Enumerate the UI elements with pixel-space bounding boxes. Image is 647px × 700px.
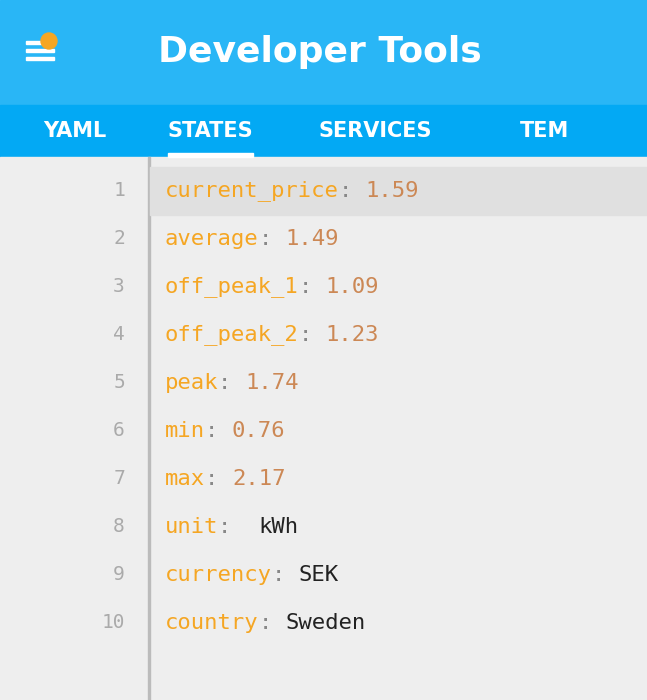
Text: 1.09: 1.09 (325, 277, 379, 297)
Circle shape (41, 33, 57, 49)
Bar (0, 0, 647, 105)
Text: Developer Tools: Developer Tools (158, 35, 482, 69)
Text: kWh: kWh (259, 517, 299, 537)
Text: :: : (339, 181, 366, 201)
Text: :: : (219, 373, 245, 393)
Text: :: : (219, 517, 259, 537)
Text: 2: 2 (113, 230, 125, 248)
Text: 1.74: 1.74 (245, 373, 299, 393)
Text: YAML: YAML (43, 121, 107, 141)
Text: currency: currency (165, 565, 272, 585)
Text: :: : (259, 613, 285, 633)
Text: 5: 5 (113, 374, 125, 393)
Text: off_peak_2: off_peak_2 (165, 325, 299, 346)
Bar (0, 157, 647, 700)
Text: min: min (165, 421, 205, 441)
Text: 4: 4 (113, 326, 125, 344)
Bar (26, 57, 54, 60)
Text: SERVICES: SERVICES (318, 121, 432, 141)
Bar (150, 167, 647, 215)
Text: 6: 6 (113, 421, 125, 440)
Text: 1.23: 1.23 (325, 325, 379, 345)
Text: 3: 3 (113, 277, 125, 297)
Text: 1.59: 1.59 (366, 181, 419, 201)
Text: TEM: TEM (520, 121, 569, 141)
Text: :: : (299, 277, 325, 297)
Text: :: : (272, 565, 299, 585)
Bar (0, 105, 647, 157)
Bar (26, 41, 54, 44)
Text: off_peak_1: off_peak_1 (165, 276, 299, 298)
Text: :: : (259, 229, 285, 249)
Text: 0.76: 0.76 (232, 421, 285, 441)
Bar (148, 157, 150, 700)
Text: unit: unit (165, 517, 219, 537)
Bar (168, 153, 253, 157)
Text: :: : (205, 469, 232, 489)
Text: 10: 10 (102, 613, 125, 633)
Text: Sweden: Sweden (285, 613, 366, 633)
Text: average: average (165, 229, 259, 249)
Text: STATES: STATES (167, 121, 253, 141)
Text: :: : (205, 421, 232, 441)
Text: peak: peak (165, 373, 219, 393)
Text: 7: 7 (113, 470, 125, 489)
Text: SEK: SEK (299, 565, 339, 585)
Text: :: : (299, 325, 325, 345)
Text: country: country (165, 613, 259, 633)
Text: max: max (165, 469, 205, 489)
Text: 2.17: 2.17 (232, 469, 285, 489)
Text: 1: 1 (113, 181, 125, 200)
Bar (26, 49, 54, 52)
Text: 9: 9 (113, 566, 125, 584)
Text: 8: 8 (113, 517, 125, 536)
Text: 1.49: 1.49 (285, 229, 339, 249)
Text: current_price: current_price (165, 181, 339, 202)
